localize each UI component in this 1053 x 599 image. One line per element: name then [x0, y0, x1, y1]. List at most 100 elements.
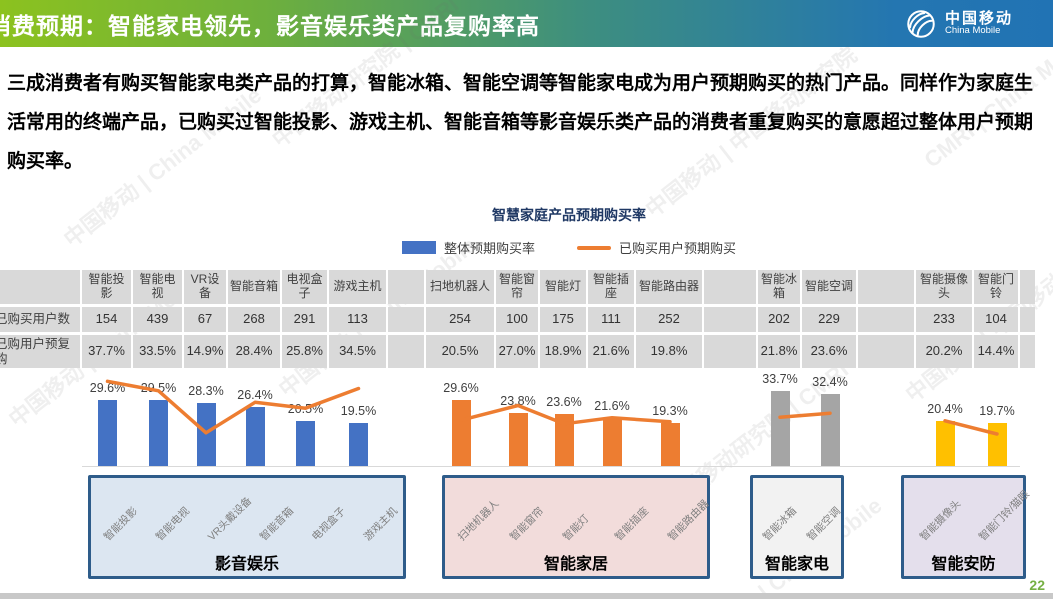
table-cell: 14.4% [974, 335, 1020, 368]
bar [245, 407, 265, 467]
table-cell: 175 [540, 307, 588, 332]
table-spacer [388, 335, 426, 368]
chart-legend: 整体预期购买率 已购买用户预期购买 [0, 238, 1053, 257]
table-spacer [388, 270, 426, 304]
product-rotated-label: 游戏主机 [361, 505, 400, 544]
category-box: 扫地机器人 智能窗帘 智能灯 智能插座 智能路由器 智能家居 [442, 475, 711, 579]
table-spacer [704, 270, 758, 304]
bar [451, 400, 471, 467]
table-cell: 25.8% [282, 335, 329, 368]
product-rotated-label: 扫地机器人 [455, 497, 502, 544]
table-cell: 252 [636, 307, 704, 332]
bar-value-label: 20.4% [927, 401, 963, 416]
bar-value-label: 29.6% [443, 381, 479, 396]
table-cell: 111 [588, 307, 636, 332]
bar [770, 390, 790, 467]
table-cell: 20.5% [426, 335, 496, 368]
bar-cell: 20.4% [916, 371, 974, 467]
bar [349, 422, 368, 467]
product-header-cell: 智能门铃 [974, 270, 1020, 304]
product-header-cell: 智能音箱 [228, 270, 282, 304]
table-header-row: 智能投影 智能电视 VR设备 智能音箱 电视盒子 游戏主机 扫地机器人 智能窗帘 智能灯 智能插座… [0, 270, 1035, 304]
product-rotated-label: 智能插座 [612, 505, 652, 544]
category-name: 影音娱乐 [214, 556, 279, 573]
bar-value-label: 29.6% [89, 381, 126, 396]
bottom-strip [0, 593, 1053, 599]
product-rotated-label: 智能空调 [804, 505, 843, 544]
table-cell: 439 [133, 307, 184, 332]
legend-bar-label: 整体预期购买率 [443, 241, 535, 256]
row-label: 已购买用户数 [0, 307, 82, 332]
category-box: 智能冰箱 智能空调 智能家电 [750, 475, 844, 579]
product-header-cell: 智能路由器 [636, 270, 704, 304]
table-cell: 27.0% [496, 335, 540, 368]
bar-cell: 29.5% [133, 371, 184, 467]
chart-title: 智慧家庭产品预期购买率 [492, 207, 646, 223]
product-rotated-label: 智能路由器 [665, 497, 711, 544]
bar-cell: 33.7% [758, 371, 802, 467]
bar [935, 420, 955, 467]
bar-cell: 23.8% [496, 371, 540, 467]
table-spacer [858, 335, 916, 368]
legend-line-swatch [577, 245, 611, 250]
bar [296, 420, 315, 467]
bar-cell: 32.4% [802, 371, 858, 467]
bar-value-label: 23.6% [546, 394, 582, 409]
table-cell: 21.6% [588, 335, 636, 368]
table-cell: 33.5% [133, 335, 184, 368]
bar-cell: 26.4% [228, 371, 282, 467]
chart-spacer [388, 371, 426, 467]
table-cell: 229 [802, 307, 858, 332]
category-box: 智能摄像头 智能门铃/猫眼 智能安防 [901, 475, 1032, 579]
bar-value-label: 21.6% [594, 399, 630, 414]
bar-value-label: 26.4% [237, 388, 273, 403]
legend-line-label: 已购买用户预期购买 [619, 241, 737, 256]
bar [987, 422, 1007, 467]
product-rotated-label: 智能音箱 [257, 505, 296, 544]
bar [508, 413, 528, 467]
bar-cell: 23.6% [540, 371, 588, 467]
page-number: 22 [1029, 577, 1045, 593]
bar-value-label: 20.5% [287, 401, 324, 416]
bar-cell: 21.6% [588, 371, 636, 467]
bar-cell: 19.3% [636, 371, 704, 467]
category-name: 智能安防 [931, 556, 996, 573]
category-name: 智能家居 [543, 556, 608, 573]
title-bar: 消费预期：智能家电领先，影音娱乐类产品复购率高 中国移动 China Mobil… [0, 0, 1053, 47]
table-cell: 23.6% [802, 335, 858, 368]
china-mobile-logo: 中国移动 China Mobile [904, 7, 1013, 41]
chart-label-column [0, 371, 82, 467]
bar [554, 413, 574, 467]
bar [820, 393, 840, 467]
table-row-repurchase-rate: 已购用户预复购37.7%33.5%14.9%28.4%25.8%34.5% 20.… [0, 335, 1035, 368]
product-header-cell: VR设备 [184, 270, 228, 304]
chart-and-table: 智能投影 智能电视 VR设备 智能音箱 电视盒子 游戏主机 扫地机器人 智能窗帘 智能灯 智能插座… [0, 270, 1035, 579]
category-box: 智能投影 智能电视 VR头戴设备 智能音箱 电视盒子 游戏主机 影音娱乐 [88, 475, 406, 579]
bar-cell: 29.6% [82, 371, 133, 467]
bar [602, 418, 622, 467]
category-boxes-row: 智能投影 智能电视 VR头戴设备 智能音箱 电视盒子 游戏主机 影音娱乐 扫地机器人 智能窗帘智… [0, 475, 1035, 579]
bar-value-label: 32.4% [812, 374, 848, 389]
product-rotated-label: 智能摄像头 [917, 497, 964, 544]
table-cell: 28.4% [228, 335, 282, 368]
product-rotated-label: 智能冰箱 [760, 505, 799, 544]
bar-value-label: 19.7% [979, 403, 1015, 418]
table-spacer [858, 307, 916, 332]
row-label [0, 270, 82, 304]
table-trailing [1020, 270, 1035, 304]
table-cell: 154 [82, 307, 133, 332]
table-trailing [1020, 335, 1035, 368]
table-cell: 34.5% [329, 335, 388, 368]
table-cell: 67 [184, 307, 228, 332]
table-cell: 202 [758, 307, 802, 332]
china-mobile-logo-icon [907, 9, 935, 38]
bar [660, 423, 680, 467]
bar [196, 403, 216, 467]
body-text: 三成消费者有购买智能家电类产品的打算，智能冰箱、智能空调等智能家电成为用户预期购… [7, 73, 1034, 172]
chart-spacer [1020, 371, 1035, 467]
table-cell: 113 [329, 307, 388, 332]
legend-bar-swatch [401, 241, 436, 254]
bar-value-label: 29.5% [140, 381, 177, 396]
product-header-cell: 智能窗帘 [496, 270, 540, 304]
table-cell: 21.8% [758, 335, 802, 368]
